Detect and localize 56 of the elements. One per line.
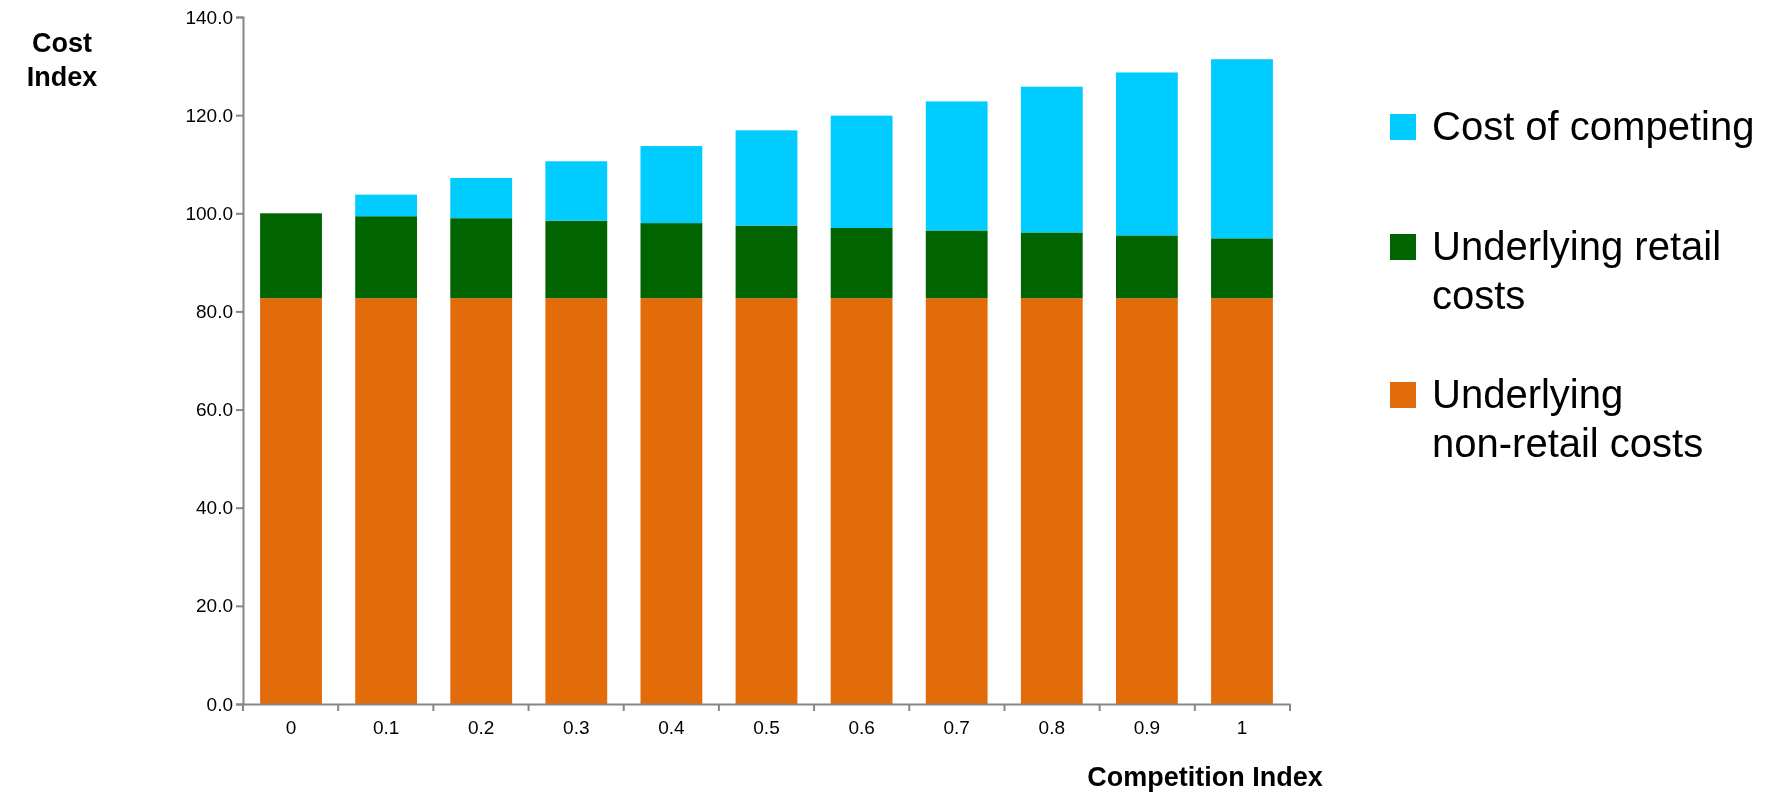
- y-tick-label: 0.0: [206, 693, 233, 715]
- bar: [1020, 86, 1083, 233]
- y-tick-label: 80.0: [196, 301, 233, 323]
- bar: [355, 298, 418, 704]
- bar: [735, 130, 798, 226]
- bar: [355, 194, 418, 217]
- bar: [830, 115, 893, 229]
- legend-label: Cost of competing: [1432, 104, 1755, 148]
- x-tick-label: 0.4: [658, 716, 686, 738]
- x-tick-label: 0.1: [372, 716, 400, 738]
- bar: [545, 220, 608, 299]
- bar: [830, 228, 893, 299]
- bar: [1115, 72, 1178, 236]
- bar: [260, 213, 322, 299]
- bar: [450, 177, 513, 219]
- y-tick-label: 120.0: [185, 104, 233, 126]
- legend-label: Underlying retail costs: [1432, 224, 1722, 317]
- bar: [830, 298, 893, 704]
- x-tick-label: 0.2: [468, 716, 495, 738]
- bar: [1211, 238, 1273, 299]
- x-tick-label: 1: [1236, 716, 1248, 738]
- bar: [925, 101, 988, 231]
- y-tick-label: 20.0: [196, 595, 233, 617]
- bar: [260, 298, 322, 704]
- x-tick-label: 0.9: [1133, 716, 1161, 738]
- x-tick-label: 0.5: [753, 716, 780, 738]
- bar: [1020, 232, 1083, 299]
- x-tick-label: 0.3: [563, 716, 590, 738]
- bar: [450, 218, 513, 299]
- x-tick-label: 0.8: [1038, 716, 1065, 738]
- y-tick-label: 100.0: [185, 202, 233, 224]
- x-tick-label: 0: [285, 716, 297, 738]
- y-tick-label: 40.0: [196, 497, 233, 519]
- y-tick-label: 140.0: [185, 6, 233, 28]
- x-tick-label: 0.6: [848, 716, 875, 738]
- bar: [1115, 298, 1178, 704]
- bar: [640, 146, 703, 224]
- x-axis-title: Competition Index: [1087, 762, 1323, 792]
- bar: [1020, 298, 1083, 704]
- bar: [355, 216, 418, 299]
- bar: [1211, 298, 1273, 704]
- y-axis-title: Cost Index: [26, 28, 98, 92]
- bar: [450, 298, 513, 704]
- bar: [925, 230, 988, 299]
- bar: [640, 223, 703, 299]
- y-tick-label: 60.0: [196, 399, 233, 421]
- bar: [1115, 235, 1178, 299]
- bar: [735, 225, 798, 299]
- bar: [735, 298, 798, 704]
- legend-label: Underlying non-retail costs: [1432, 372, 1704, 465]
- x-tick-label: 0.7: [943, 716, 970, 738]
- bar: [640, 298, 703, 704]
- bar: [545, 161, 608, 221]
- bar: [925, 298, 988, 704]
- bar: [1211, 59, 1273, 239]
- bar: [545, 298, 608, 704]
